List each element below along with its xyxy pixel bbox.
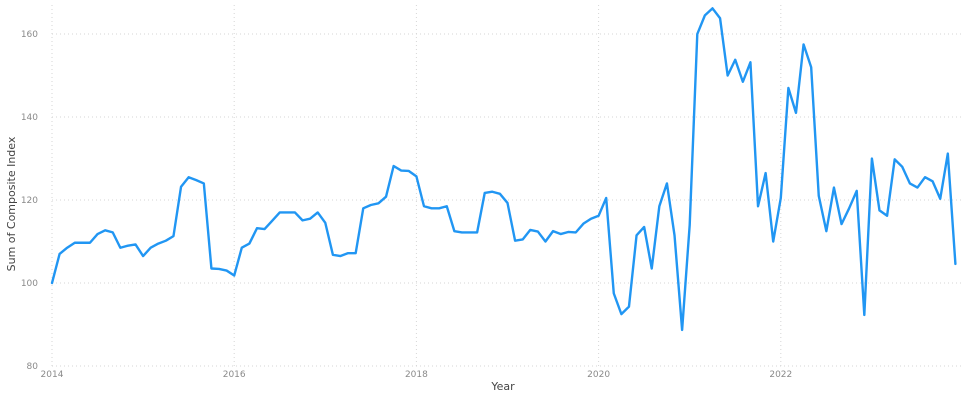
y-tick-label: 140	[21, 113, 38, 123]
x-tick-label: 2018	[405, 370, 428, 380]
y-tick-label: 80	[27, 362, 39, 372]
x-axis-ticks: 2014 2016 2018 2020 2022	[41, 370, 793, 380]
x-tick-label: 2016	[223, 370, 246, 380]
y-axis-title: Sum of Composite Index	[5, 136, 18, 271]
y-tick-label: 120	[21, 196, 38, 206]
x-axis-title: Year	[490, 380, 515, 393]
series-line	[50, 7, 957, 332]
x-tick-label: 2020	[587, 370, 610, 380]
x-tick-label: 2014	[41, 370, 64, 380]
y-tick-label: 160	[21, 30, 38, 40]
y-tick-label: 100	[21, 279, 38, 289]
grid	[51, 5, 963, 367]
y-axis-ticks: 80 100 120 140 160	[21, 30, 38, 372]
x-tick-label: 2022	[769, 370, 792, 380]
